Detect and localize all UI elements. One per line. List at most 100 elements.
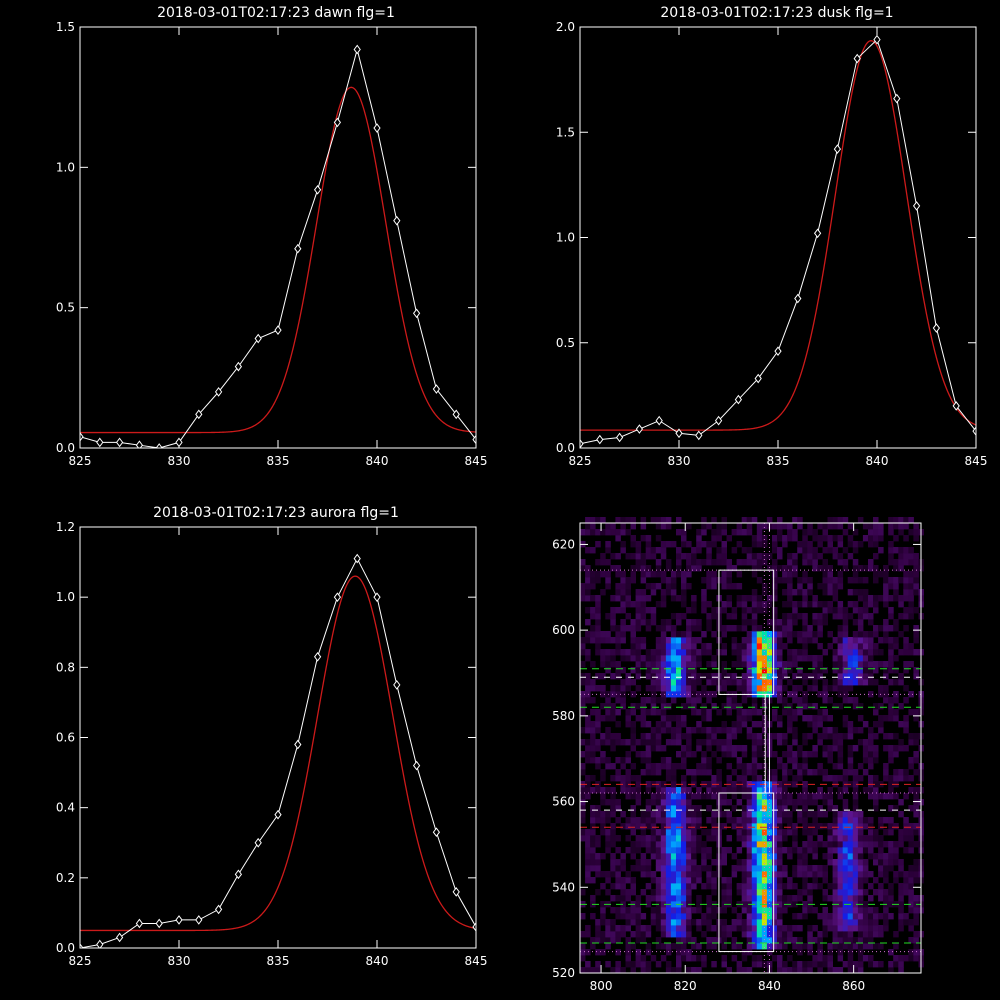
heatmap-pixel bbox=[590, 571, 596, 578]
heatmap-pixel bbox=[681, 751, 687, 758]
heatmap-pixel bbox=[913, 565, 919, 572]
heatmap-pixel bbox=[756, 673, 763, 680]
x-tick-label: 840 bbox=[366, 954, 389, 968]
heatmap-pixel bbox=[812, 565, 818, 572]
heatmap-pixel bbox=[766, 883, 773, 890]
heatmap-pixel bbox=[857, 859, 864, 866]
heatmap-pixel bbox=[610, 775, 616, 782]
heatmap-pixel bbox=[686, 667, 692, 674]
heatmap-pixel bbox=[590, 943, 596, 950]
heatmap-pixel bbox=[766, 601, 773, 608]
heatmap-pixel bbox=[822, 607, 828, 614]
heatmap-pixel bbox=[792, 781, 798, 788]
heatmap-pixel bbox=[681, 541, 687, 548]
heatmap-pixel bbox=[691, 823, 697, 830]
heatmap-pixel bbox=[832, 637, 839, 644]
heatmap-pixel bbox=[787, 721, 793, 728]
data-point bbox=[274, 325, 282, 335]
heatmap-pixel bbox=[676, 565, 682, 572]
heatmap-pixel bbox=[665, 907, 672, 914]
heatmap-pixel bbox=[665, 673, 672, 680]
heatmap-pixel bbox=[797, 655, 803, 662]
heatmap-pixel bbox=[706, 901, 712, 908]
heatmap-pixel bbox=[625, 895, 631, 902]
heatmap-pixel bbox=[660, 877, 667, 884]
heatmap-pixel bbox=[585, 589, 591, 596]
heatmap-pixel bbox=[888, 523, 894, 530]
data-point bbox=[432, 827, 441, 838]
heatmap-pixel bbox=[731, 943, 738, 950]
heatmap-pixel bbox=[868, 745, 874, 752]
heatmap-pixel bbox=[721, 745, 727, 752]
heatmap-pixel bbox=[908, 889, 914, 896]
heatmap-pixel bbox=[580, 751, 586, 758]
heatmap-pixel bbox=[660, 709, 667, 716]
heatmap-pixel bbox=[878, 529, 884, 536]
heatmap-pixel bbox=[610, 787, 616, 794]
heatmap-pixel bbox=[772, 841, 778, 848]
heatmap-pixel bbox=[696, 535, 702, 542]
heatmap-pixel bbox=[630, 913, 636, 920]
heatmap-pixel bbox=[782, 865, 788, 872]
heatmap-pixel bbox=[772, 859, 778, 866]
heatmap-pixel bbox=[711, 679, 717, 686]
heatmap-pixel bbox=[640, 565, 647, 572]
heatmap-pixel bbox=[908, 739, 914, 746]
heatmap-pixel bbox=[650, 607, 657, 614]
heatmap-pixel bbox=[817, 565, 823, 572]
heatmap-pixel bbox=[681, 679, 687, 686]
heatmap-pixel bbox=[893, 733, 899, 740]
heatmap-pixel bbox=[650, 571, 657, 578]
heatmap-pixel bbox=[625, 655, 631, 662]
heatmap-pixel bbox=[751, 925, 758, 932]
heatmap-pixel bbox=[686, 913, 692, 920]
heatmap-pixel bbox=[857, 673, 864, 680]
heatmap-pixel bbox=[903, 571, 909, 578]
heatmap-pixel bbox=[741, 769, 748, 776]
heatmap-pixel bbox=[721, 739, 727, 746]
heatmap-pixel bbox=[802, 619, 808, 626]
heatmap-pixel bbox=[787, 679, 793, 686]
heatmap-pixel bbox=[862, 901, 869, 908]
heatmap-pixel bbox=[686, 859, 692, 866]
heatmap-pixel bbox=[873, 841, 879, 848]
heatmap-pixel bbox=[756, 799, 763, 806]
heatmap-pixel bbox=[792, 673, 798, 680]
heatmap-pixel bbox=[888, 913, 894, 920]
heatmap-pixel bbox=[766, 817, 773, 824]
heatmap-pixel bbox=[807, 577, 813, 584]
heatmap-pixel bbox=[913, 577, 919, 584]
heatmap-pixel bbox=[807, 523, 813, 530]
heatmap-pixel bbox=[782, 661, 788, 668]
heatmap-pixel bbox=[650, 685, 657, 692]
heatmap-pixel bbox=[610, 691, 616, 698]
heatmap-pixel bbox=[751, 907, 758, 914]
heatmap-pixel bbox=[625, 871, 631, 878]
heatmap-pixel bbox=[665, 841, 672, 848]
heatmap-pixel bbox=[777, 823, 783, 830]
heatmap-pixel bbox=[670, 649, 677, 656]
heatmap-pixel bbox=[782, 799, 788, 806]
heatmap-pixel bbox=[696, 739, 702, 746]
heatmap-pixel bbox=[787, 631, 793, 638]
heatmap-pixel bbox=[585, 925, 591, 932]
heatmap-pixel bbox=[787, 715, 793, 722]
heatmap-pixel bbox=[756, 829, 763, 836]
heatmap-pixel bbox=[721, 907, 727, 914]
heatmap-pixel bbox=[640, 655, 647, 662]
heatmap-pixel bbox=[676, 655, 682, 662]
heatmap-pixel bbox=[797, 547, 803, 554]
heatmap-pixel bbox=[686, 823, 692, 830]
heatmap-pixel bbox=[756, 649, 763, 656]
heatmap-pixel bbox=[847, 865, 854, 872]
heatmap-pixel bbox=[686, 931, 692, 938]
heatmap-pixel bbox=[736, 757, 743, 764]
heatmap-pixel bbox=[736, 745, 743, 752]
heatmap-pixel bbox=[736, 961, 743, 968]
heatmap-pixel bbox=[585, 745, 591, 752]
heatmap-pixel bbox=[812, 721, 818, 728]
heatmap-pixel bbox=[676, 547, 682, 554]
heatmap-pixel bbox=[731, 907, 738, 914]
heatmap-pixel bbox=[721, 793, 727, 800]
heatmap-pixel bbox=[862, 877, 869, 884]
